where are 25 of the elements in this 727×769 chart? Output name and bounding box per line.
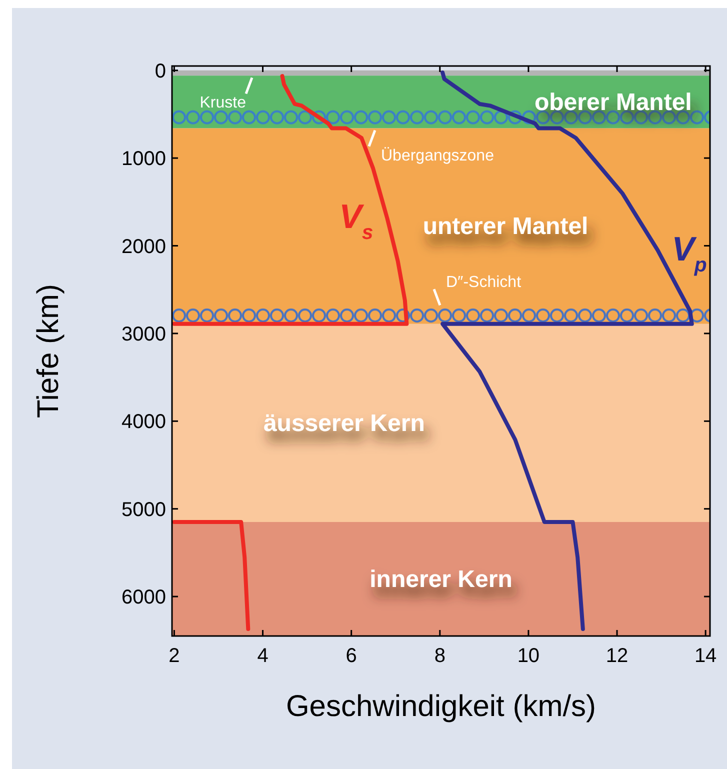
y-tick-label: 2000: [122, 236, 166, 258]
y-axis-title: Tiefe (km): [32, 284, 65, 418]
x-tick-label: 2: [168, 645, 180, 667]
y-tick-label: 6000: [122, 586, 166, 609]
band-label: oberer Mantel: [534, 88, 692, 116]
y-tick-label: 5000: [122, 498, 166, 521]
y-tick-label: 3000: [122, 323, 166, 346]
band-label: Übergangszone: [381, 146, 494, 164]
x-tick-label: 10: [517, 645, 540, 667]
series-label: V$_{s}$: [339, 198, 374, 244]
x-tick-label: 6: [346, 645, 357, 667]
series-label: V$_{p}$: [672, 230, 707, 276]
y-tick-label: 0: [154, 60, 166, 82]
band-label: innerer Kern: [370, 566, 512, 593]
band-label: D″-Schicht: [446, 274, 522, 292]
band-label: unterer Mantel: [422, 213, 588, 240]
x-tick-label: 4: [257, 645, 268, 667]
x-tick-label: 14: [694, 645, 717, 667]
y-tick-label: 4000: [122, 411, 166, 434]
x-tick-label: 8: [434, 645, 446, 667]
x-axis-title: Geschwindigkeit (km/s): [286, 690, 596, 723]
x-tick-label: 12: [606, 645, 628, 667]
band-label: äusserer Kern: [263, 410, 425, 437]
y-tick-label: 1000: [122, 148, 166, 170]
band-label: Kruste: [200, 94, 246, 112]
